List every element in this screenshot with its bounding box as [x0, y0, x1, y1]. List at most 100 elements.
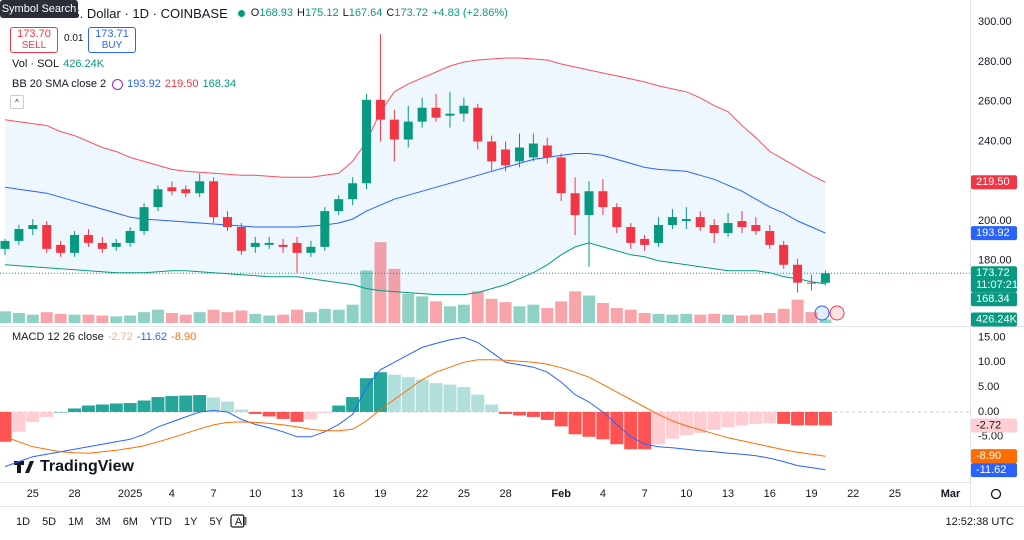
- volume-bar: [471, 291, 484, 323]
- macd-histogram-bar: [95, 404, 109, 412]
- macd-histogram-bar: [207, 397, 221, 412]
- macd-tick-label: 15.00: [978, 331, 1006, 343]
- volume-bar: [638, 313, 651, 323]
- bb-name: BB 20 SMA close 2: [12, 78, 107, 90]
- calendar-icon[interactable]: [230, 514, 245, 528]
- time-tick-label: 4: [169, 488, 175, 500]
- price-tick-label: 200.00: [978, 215, 1012, 227]
- candle-body: [570, 193, 580, 216]
- macd-histogram-bar: [749, 411, 763, 424]
- macd-histogram-bar: [387, 374, 401, 412]
- volume-bar: [291, 309, 304, 323]
- macd-histogram-bar: [679, 411, 693, 436]
- collapse-button[interactable]: ^: [10, 95, 24, 109]
- sell-button[interactable]: 173.70 SELL: [10, 27, 58, 53]
- range-button[interactable]: 1D: [16, 516, 31, 528]
- range-button[interactable]: YTD: [149, 516, 172, 528]
- range-button[interactable]: All: [234, 516, 248, 528]
- candle-body: [389, 119, 399, 140]
- volume-bar: [527, 304, 540, 323]
- volume-bar: [402, 293, 415, 323]
- time-tick-label: 13: [291, 488, 303, 500]
- bb-legend: BB 20 SMA close 2 193.92 219.50 168.34: [12, 78, 236, 90]
- time-tick-label: 19: [374, 488, 386, 500]
- candle-body: [667, 217, 677, 226]
- volume-bar: [221, 312, 234, 323]
- time-tick-label: 25: [889, 488, 901, 500]
- bb-lower-line: [4, 242, 826, 296]
- candle-body: [737, 221, 747, 228]
- volume-bar: [332, 309, 345, 323]
- candle-body: [779, 244, 789, 265]
- range-button[interactable]: 5D: [42, 516, 57, 528]
- volume-bar: [318, 308, 331, 323]
- candle-body: [709, 225, 719, 233]
- range-button[interactable]: 3M: [95, 516, 111, 528]
- flag-icon[interactable]: [829, 305, 845, 321]
- volume-bar: [124, 315, 137, 323]
- macd-histogram-bar: [568, 411, 582, 435]
- volume-badge: [971, 312, 1017, 327]
- candle-body: [556, 157, 566, 194]
- time-tick-label: 19: [805, 488, 817, 500]
- event-icon[interactable]: [814, 305, 830, 321]
- candle-body: [793, 264, 803, 283]
- ohlc-letter: H: [296, 7, 305, 19]
- settings-icon[interactable]: [990, 488, 1002, 500]
- buy-button[interactable]: 173.71 BUY: [88, 27, 136, 53]
- price-badge-text: 173.72: [976, 267, 1010, 279]
- ohlc-letter: L: [342, 7, 349, 19]
- status-dot: [237, 9, 245, 17]
- candle-body: [320, 211, 330, 247]
- volume-bar: [235, 310, 248, 323]
- volume-bar: [763, 313, 776, 323]
- bb-lower-badge: [971, 292, 1017, 307]
- bb-lower-badge-text: 168.34: [976, 293, 1010, 305]
- macd-histogram-bar: [165, 396, 179, 412]
- volume-bar: [555, 301, 568, 323]
- volume-bar: [151, 309, 164, 323]
- candle-body: [42, 225, 52, 249]
- candle-body: [806, 282, 816, 284]
- macd-histogram-bar: [693, 411, 707, 433]
- price-badge: [971, 266, 1017, 293]
- candle-body: [139, 207, 149, 231]
- candle-body: [14, 228, 24, 241]
- candle-body: [292, 242, 302, 253]
- candle-body: [375, 99, 385, 120]
- volume-bar: [749, 314, 762, 323]
- time-tick-label: 13: [722, 488, 734, 500]
- range-button[interactable]: 5Y: [209, 516, 223, 528]
- macd-tick-label: -5.00: [978, 431, 1003, 443]
- time-tick-label: 10: [249, 488, 261, 500]
- volume-bar: [457, 304, 470, 323]
- ohlc-value: 173.72: [394, 7, 428, 19]
- macd-histogram-bar: [193, 395, 207, 412]
- time-tick-label: Feb: [551, 488, 571, 500]
- macd-histogram-bar: [220, 401, 234, 412]
- volume-bar: [819, 319, 832, 323]
- macd-histogram-bar: [123, 403, 137, 412]
- macd-histogram-bar: [234, 409, 248, 412]
- volume-value: 426.24K: [63, 58, 105, 70]
- range-button[interactable]: 1M: [68, 516, 84, 528]
- macd-legend: MACD 12 26 close -2.72 -11.62 -8.90: [12, 331, 196, 343]
- time-tick-label: Mar: [941, 488, 961, 500]
- countdown: 11:07:21: [976, 279, 1018, 291]
- ohlc-value: 167.64: [348, 7, 383, 19]
- candle-body: [514, 147, 524, 162]
- symbol[interactable]: U.S. Dollar · 1D · COINBASE: [58, 5, 228, 21]
- volume-bar: [777, 308, 790, 323]
- volume-bar: [499, 302, 512, 323]
- volume-bar: [541, 308, 554, 323]
- price-tick-label: 280.00: [978, 56, 1012, 68]
- time-tick-label: 7: [211, 488, 217, 500]
- volume-bar: [110, 316, 123, 323]
- range-button[interactable]: 6M: [122, 516, 138, 528]
- volume-bar: [0, 311, 12, 323]
- volume-bar: [735, 315, 748, 323]
- volume-bar: [443, 306, 456, 323]
- spread: 0.01: [64, 33, 84, 44]
- bb-basis-badge: [971, 226, 1017, 241]
- range-button[interactable]: 1Y: [183, 516, 198, 528]
